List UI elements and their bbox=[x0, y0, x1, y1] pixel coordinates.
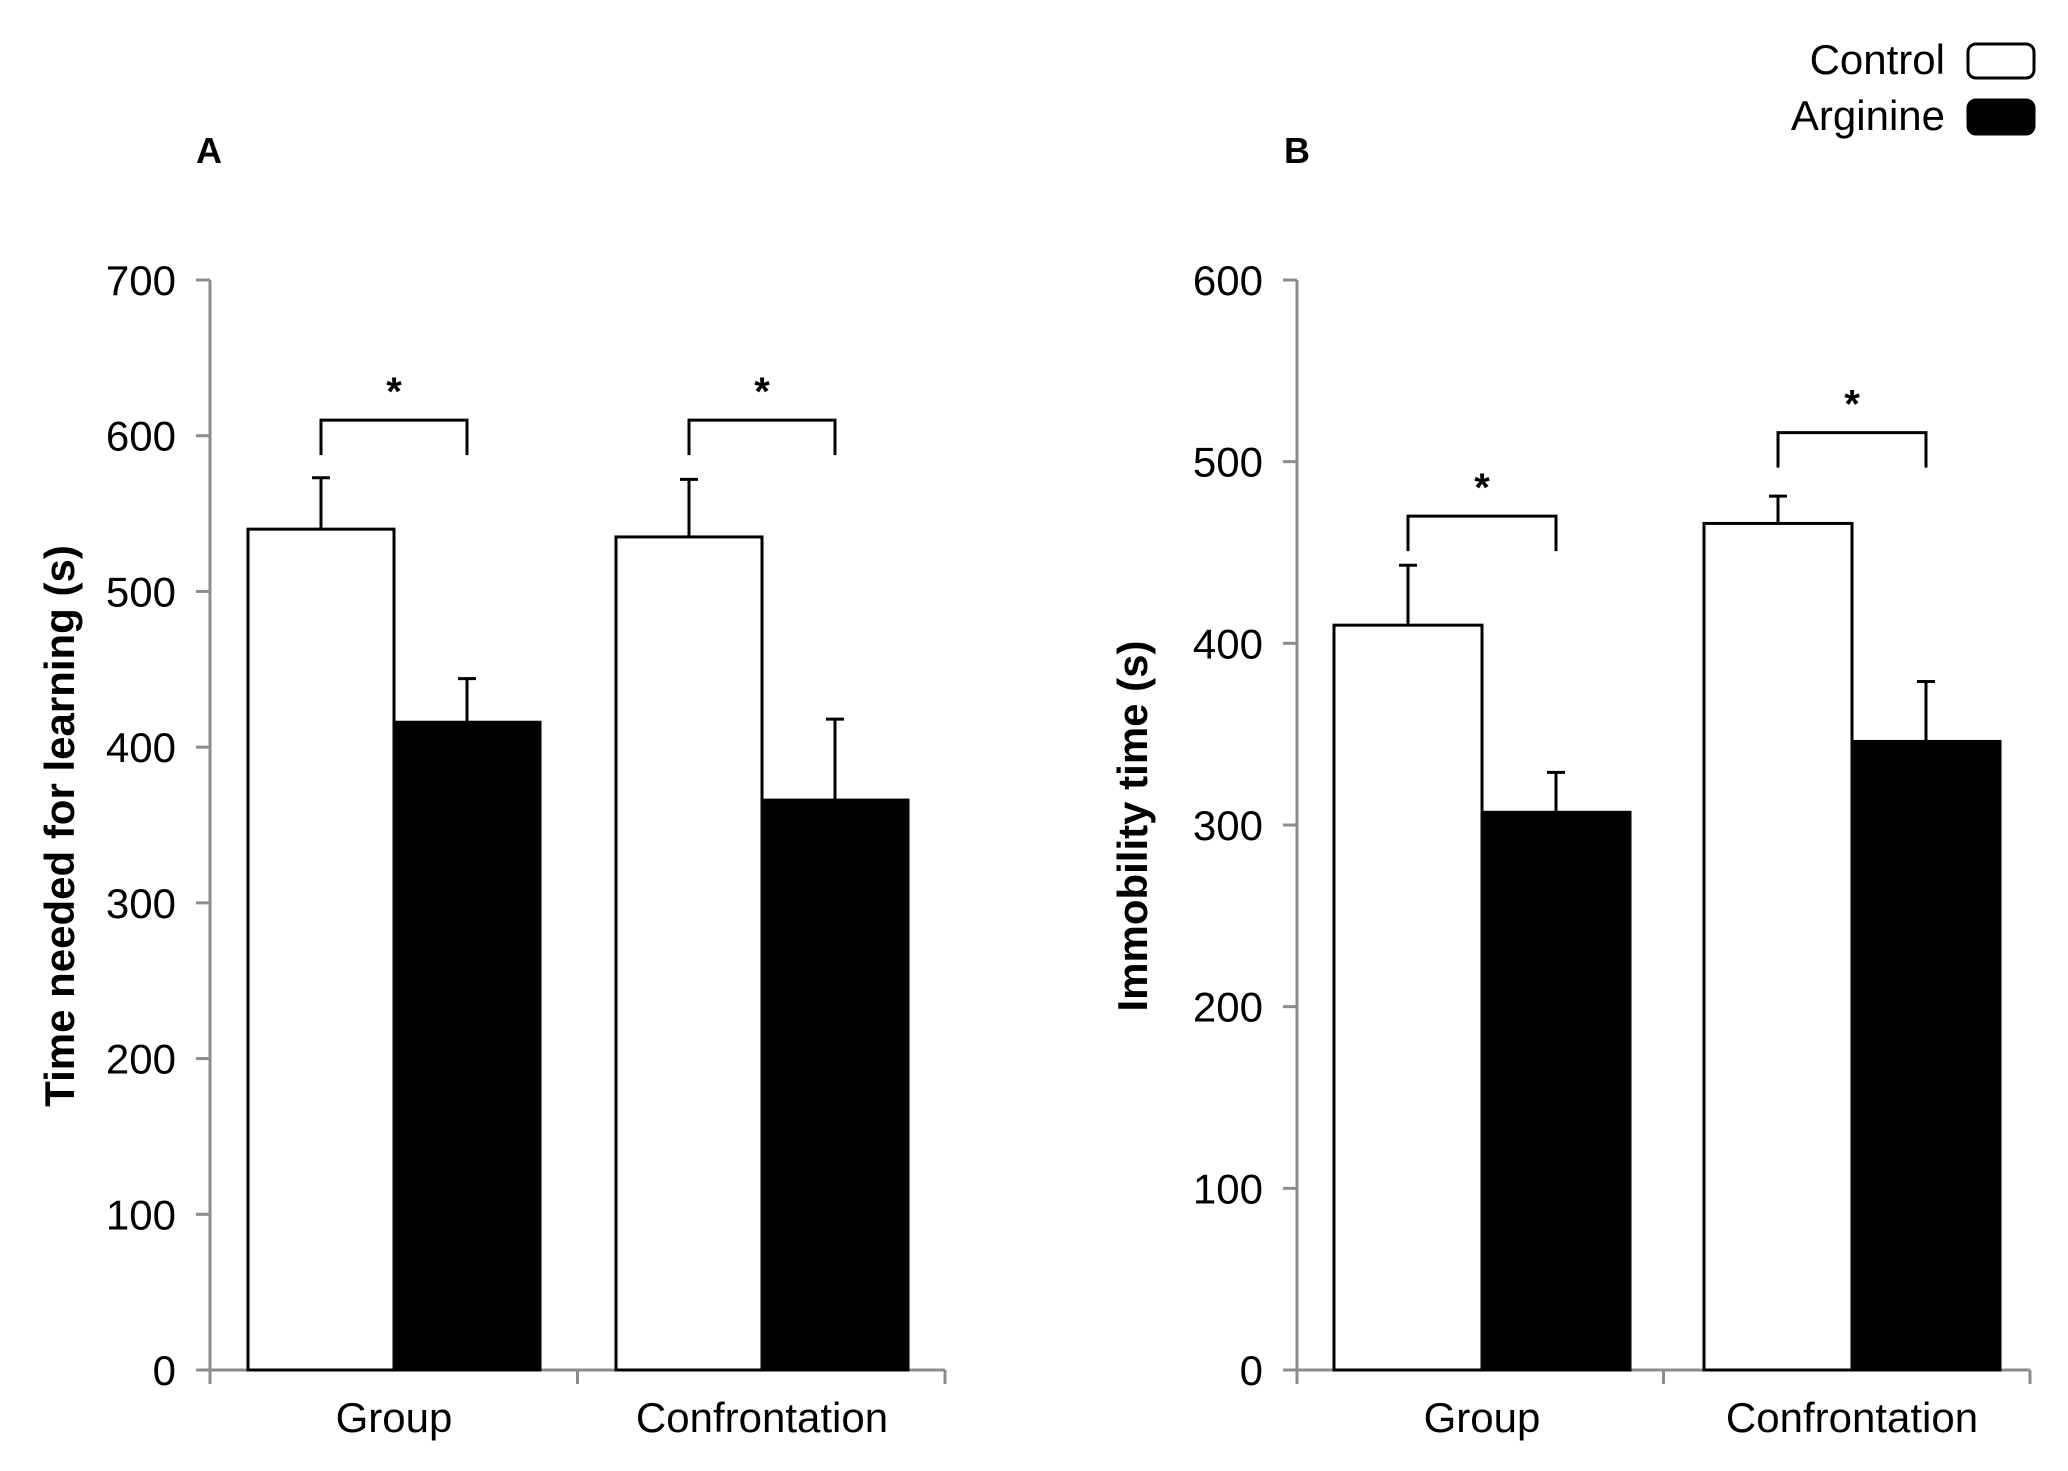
y-tick-label: 100 bbox=[106, 1191, 176, 1238]
y-tick-label: 600 bbox=[1193, 257, 1263, 304]
bar-control-confrontation bbox=[614, 535, 764, 1372]
y-tick-label: 500 bbox=[106, 568, 176, 615]
significance-bracket bbox=[1776, 431, 1928, 468]
legend-label-arginine: Arginine bbox=[1791, 92, 1945, 139]
y-tick-label: 200 bbox=[1193, 984, 1263, 1031]
panel-b-y-axis-title: Immobility time (s) bbox=[1109, 640, 1156, 1011]
bar-arginine-confrontation bbox=[1850, 739, 2002, 1372]
legend-swatch-arginine bbox=[1966, 98, 2036, 136]
significance-bracket bbox=[687, 418, 837, 456]
bar-control-group bbox=[246, 527, 396, 1372]
x-category-label: Confrontation bbox=[1726, 1394, 1978, 1441]
y-tick-label: 300 bbox=[1193, 802, 1263, 849]
panel-a-label: A bbox=[196, 130, 222, 171]
legend-label-control: Control bbox=[1810, 36, 1945, 83]
bar-arginine-confrontation bbox=[760, 798, 910, 1372]
panel-a-bars bbox=[246, 476, 910, 1372]
significance-asterisk: * bbox=[1844, 383, 1860, 427]
legend: Control Arginine bbox=[1791, 36, 2036, 139]
y-tick-label: 0 bbox=[1240, 1347, 1263, 1394]
panel-a-ticks: 0 100 200 300 400 500 600 700 Group Confrontation bbox=[106, 257, 947, 1441]
y-tick-label: 0 bbox=[153, 1347, 176, 1394]
x-category-label: Group bbox=[336, 1394, 453, 1441]
panel-b-significance: ** bbox=[1406, 383, 1928, 552]
panel-b-label: B bbox=[1284, 130, 1310, 171]
panel-a: A 0 100 200 300 400 500 600 700 Group Confrontati… bbox=[36, 130, 947, 1441]
significance-asterisk: * bbox=[1474, 466, 1490, 510]
y-tick-label: 300 bbox=[106, 880, 176, 927]
bar-control-confrontation bbox=[1702, 521, 1854, 1372]
y-tick-label: 200 bbox=[106, 1036, 176, 1083]
significance-bracket bbox=[1406, 514, 1558, 552]
bar-arginine-group bbox=[392, 720, 542, 1372]
significance-bracket bbox=[319, 418, 469, 456]
panel-a-significance: * * bbox=[319, 370, 837, 456]
legend-swatch-control bbox=[1966, 42, 2036, 80]
y-tick-label: 700 bbox=[106, 257, 176, 304]
x-category-label: Group bbox=[1424, 1394, 1541, 1441]
significance-asterisk: * bbox=[386, 370, 402, 414]
y-tick-label: 600 bbox=[106, 413, 176, 460]
significance-asterisk: * bbox=[754, 370, 770, 414]
panel-b-bars bbox=[1332, 494, 2002, 1372]
y-tick-label: 400 bbox=[1193, 620, 1263, 667]
bar-control-group bbox=[1332, 623, 1484, 1372]
panel-b-ticks: 0 100 200 300 400 500 600 Group Confrontation bbox=[1193, 257, 2032, 1441]
y-tick-label: 500 bbox=[1193, 439, 1263, 486]
panel-a-y-axis-title: Time needed for learning (s) bbox=[36, 545, 83, 1107]
x-category-label: Confrontation bbox=[636, 1394, 888, 1441]
bar-arginine-group bbox=[1480, 810, 1632, 1372]
y-tick-label: 400 bbox=[106, 724, 176, 771]
y-tick-label: 100 bbox=[1193, 1165, 1263, 1212]
